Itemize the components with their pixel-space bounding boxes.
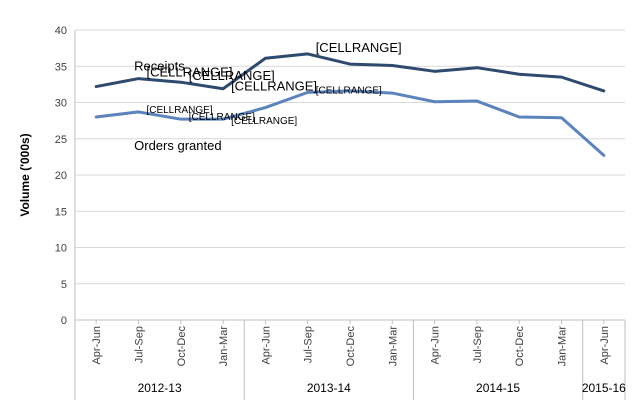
x-tick-label: Jan-Mar xyxy=(218,326,230,367)
data-label: [CELLRANGE] xyxy=(189,112,255,123)
x-tick-label: Jul-Sep xyxy=(133,326,145,363)
x-tick-label: Oct-Dec xyxy=(176,326,188,367)
data-label: [CELLRANGE] xyxy=(189,68,275,83)
y-tick-label: 5 xyxy=(61,279,67,291)
y-tick-label: 15 xyxy=(55,206,67,218)
x-tick-label: Jul-Sep xyxy=(472,326,484,363)
series-line-receipts xyxy=(94,52,606,93)
data-label: [CELLRANGE] xyxy=(316,85,382,96)
x-tick-label: Oct-Dec xyxy=(514,326,526,367)
y-tick-label: 40 xyxy=(55,25,67,37)
x-tick-label: Jan-Mar xyxy=(387,326,399,367)
series-label: Receipts xyxy=(134,59,185,74)
x-tick-label: Jan-Mar xyxy=(557,326,569,367)
y-tick-label: 25 xyxy=(55,134,67,146)
series-line-orders-granted xyxy=(94,89,606,157)
x-tick-label: Oct-Dec xyxy=(345,326,357,367)
x-group-label: 2015-16 xyxy=(582,381,626,395)
x-tick-label: Jul-Sep xyxy=(303,326,315,363)
data-label: [CELLRANGE] xyxy=(231,116,297,127)
x-tick-label: Apr-Jun xyxy=(599,326,611,365)
x-group-label: 2014-15 xyxy=(476,381,520,395)
x-tick-label: Apr-Jun xyxy=(260,326,272,365)
x-tick-label: Apr-Jun xyxy=(430,326,442,365)
y-axis-title: Volume ('000s) xyxy=(18,133,32,216)
y-tick-label: 10 xyxy=(55,243,67,255)
data-label: [CELLRANGE] xyxy=(231,79,317,94)
x-group-label: 2012-13 xyxy=(138,381,182,395)
data-label: [CELLRANGE] xyxy=(146,105,212,116)
series-label: Orders granted xyxy=(134,138,221,153)
data-label: [CELLRANGE] xyxy=(146,65,232,80)
x-tick-label: Apr-Jun xyxy=(91,326,103,365)
y-tick-label: 30 xyxy=(55,98,67,110)
y-tick-label: 0 xyxy=(61,315,67,327)
y-tick-label: 35 xyxy=(55,61,67,73)
x-group-label: 2013-14 xyxy=(307,381,351,395)
y-tick-label: 20 xyxy=(55,170,67,182)
data-label: [CELLRANGE] xyxy=(316,40,402,55)
